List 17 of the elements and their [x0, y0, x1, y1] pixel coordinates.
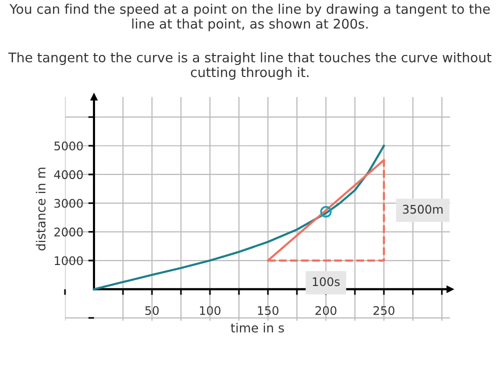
- x-tick-label: 50: [145, 306, 159, 316]
- y-tick-label: 5000: [54, 141, 83, 150]
- chart-subtitle: The tangent to the curve is a straight line that touches the curve without cutting through it.: [8, 52, 492, 80]
- x-tick-label: 150: [258, 306, 278, 316]
- annotation: 3500m: [402, 204, 443, 214]
- y-axis-title: distance in m: [36, 168, 46, 250]
- x-tick-label: 200: [316, 306, 336, 316]
- annotation: 100s: [312, 277, 340, 286]
- y-tick-label: 1000: [54, 256, 83, 266]
- x-tick-label: 250: [374, 306, 394, 316]
- y-tick-label: 2000: [54, 228, 83, 236]
- y-tick-label: 4000: [54, 170, 83, 180]
- x-axis-title: time in s: [230, 322, 284, 333]
- line-series: [92, 144, 385, 290]
- y-tick-label: 3000: [54, 198, 83, 208]
- chart-title: You can find the speed at a point on the line by drawing a tangent to the line at that point, as shown at 200s.: [10, 4, 490, 32]
- x-tick-label: 100: [200, 306, 220, 316]
